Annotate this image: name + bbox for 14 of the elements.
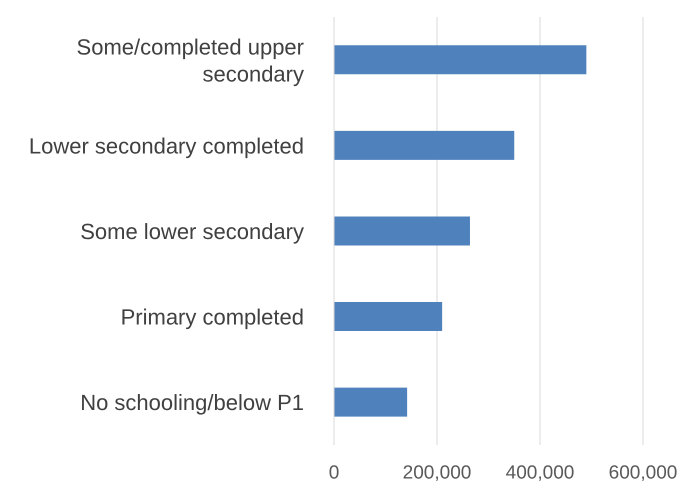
- y-tick-label: Primary completed: [120, 304, 304, 330]
- bar: [334, 388, 408, 417]
- y-tick-label: Lower secondary completed: [28, 132, 304, 158]
- y-tick-label: Some/completed upper secondary: [76, 34, 304, 86]
- x-tick-label: 0: [328, 462, 340, 484]
- x-tick-label: 600,000: [608, 462, 678, 484]
- bar: [334, 130, 514, 160]
- bar: [334, 216, 470, 246]
- bar: [334, 302, 442, 332]
- y-tick-label: Some lower secondary: [80, 218, 304, 244]
- x-tick-label: 400,000: [506, 462, 574, 484]
- x-tick-label: 200,000: [402, 462, 472, 484]
- y-tick-label: No schooling/below P1: [80, 390, 304, 415]
- bar: [334, 45, 586, 74]
